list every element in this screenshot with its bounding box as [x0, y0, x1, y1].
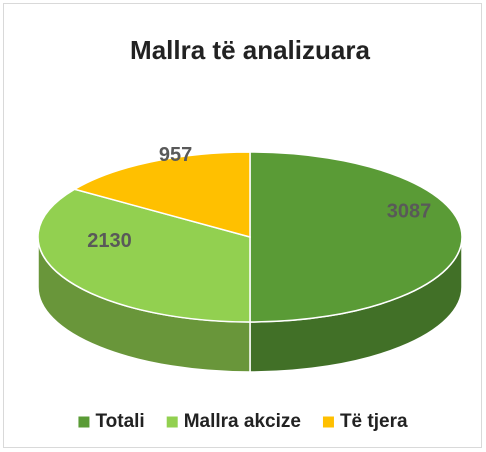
pie-slice [72, 151, 251, 238]
pie-slice [249, 151, 463, 323]
data-label: 3087 [387, 200, 432, 222]
data-label: 2130 [87, 230, 132, 252]
chart-title: Mallra të analizuara [130, 35, 370, 65]
legend-swatch [322, 416, 334, 428]
legend-swatch [78, 416, 90, 428]
legend-label: Mallra akcize [184, 411, 301, 432]
data-label: 957 [159, 144, 192, 166]
legend-swatch [166, 416, 178, 428]
pie-slice [37, 188, 251, 323]
legend-label: Të tjera [340, 411, 408, 432]
legend-label: Totali [95, 411, 144, 432]
